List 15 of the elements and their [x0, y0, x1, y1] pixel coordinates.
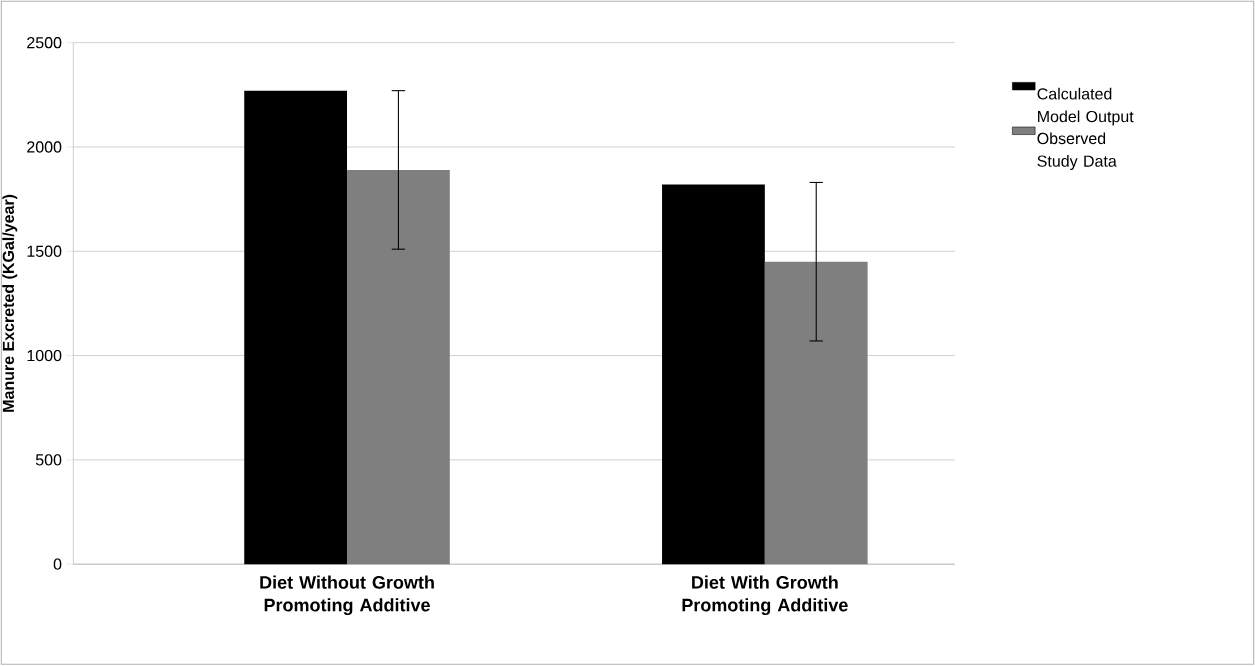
y-tick-label: 1000	[27, 350, 62, 362]
y-tick-label: 2000	[27, 141, 62, 153]
y-axis-title: Manure Excreted (KGal/year)	[2, 195, 18, 412]
x-tick-label: Diet Without Growth Promoting Additive	[260, 575, 434, 616]
y-tick-label: 2500	[27, 37, 62, 49]
y-tick-label: 500	[35, 454, 62, 466]
y-tick-label: 0	[53, 558, 62, 571]
bar	[244, 90, 348, 565]
bar	[764, 261, 868, 565]
legend-label: Observed Study Data	[1037, 132, 1117, 171]
x-tick-label: Diet With Growth Promoting Additive	[682, 575, 848, 616]
legend-label: Calculated Model Output	[1037, 88, 1134, 126]
bar	[347, 170, 450, 565]
bar	[662, 184, 765, 565]
y-tick-label: 1500	[27, 245, 62, 258]
